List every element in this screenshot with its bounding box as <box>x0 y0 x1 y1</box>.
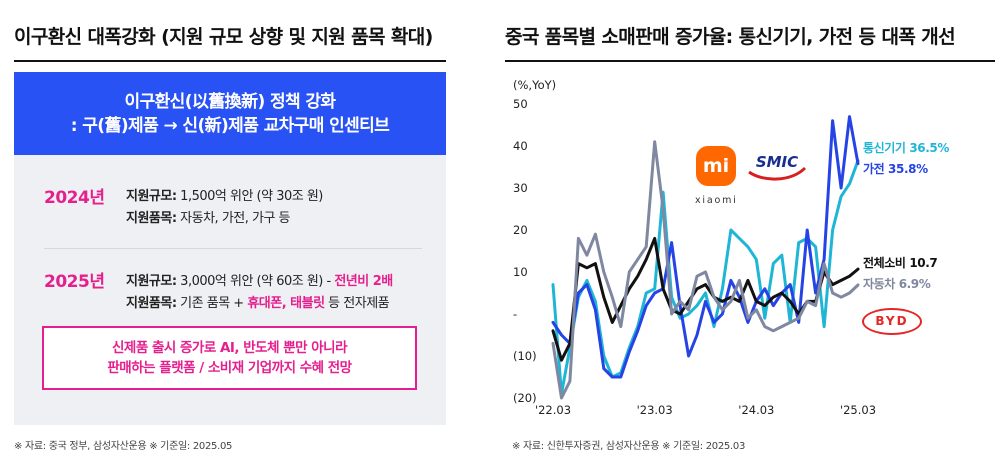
y-tick-label: 20 <box>513 223 528 237</box>
y-tick-label: 50 <box>513 97 528 111</box>
xiaomi-logo: mi <box>696 146 736 186</box>
left-panel-title: 이구환신 대폭강화 (지원 규모 상향 및 지원 품목 확대) <box>14 26 433 48</box>
series-end-label: 가전 35.8% <box>863 161 928 176</box>
2024-support-items: 지원품목: 자동차, 가전, 가구 등 <box>126 207 291 226</box>
series-line-가전 <box>551 115 860 379</box>
series-end-label: 자동차 6.9% <box>863 276 931 291</box>
support-items-value-2: 등 전자제품 <box>324 296 390 311</box>
2025-support-items: 지원품목: 기존 품목 + 휴대폰, 태블릿 등 전자제품 <box>126 292 390 311</box>
support-scale-value: 3,000억 위안 (약 60조 원) - <box>176 274 335 289</box>
y-tick-label: 10 <box>513 265 528 279</box>
x-tick-label: '22.03 <box>535 403 571 417</box>
y-tick-label: 30 <box>513 181 528 195</box>
banner-line-2: : 구(舊)제품 → 신(新)제품 교차구매 인센티브 <box>70 116 390 136</box>
y-axis-unit-label: (%,YoY) <box>513 78 556 92</box>
y-tick-label: (20) <box>513 391 537 405</box>
y-tick-label: (10) <box>513 349 537 363</box>
retail-sales-line-chart: (%,YoY) (20) (10) - 10 20 30 40 50 '22.03 '23.03 '2… <box>513 78 950 417</box>
support-scale-label: 지원규모: <box>126 189 177 204</box>
policy-info-box: 2024년 지원규모: 1,500억 위안 (약 30조 원) 지원품목: 자동… <box>14 155 446 425</box>
yoy-double-highlight: 전년비 2배 <box>334 274 393 289</box>
x-tick-label: '23.03 <box>637 403 673 417</box>
x-tick-label: '24.03 <box>738 403 774 417</box>
callout-line-2: 판매하는 플랫폼 / 소비재 기업까지 수혜 전망 <box>107 360 352 376</box>
support-items-label: 지원품목: <box>126 211 177 226</box>
phone-tablet-highlight: 휴대폰, 태블릿 <box>247 296 325 311</box>
year-2025-label: 2025년 <box>44 272 105 292</box>
support-items-value: 자동차, 가전, 가구 등 <box>176 211 291 226</box>
right-panel-title: 중국 품목별 소매판매 증가율: 통신기기, 가전 등 대폭 개선 <box>505 26 956 48</box>
left-title-rule <box>14 60 446 62</box>
byd-logo: BYD <box>862 308 922 335</box>
x-tick-label: '25.03 <box>840 403 876 417</box>
series-line-자동차 <box>551 140 860 400</box>
left-source-note: ※ 자료: 중국 정부, 삼성자산운용 ※ 기준일: 2025.05 <box>14 441 233 452</box>
smic-text: SMIC <box>756 153 798 171</box>
support-scale-label: 지원규모: <box>126 274 177 289</box>
support-scale-value: 1,500억 위안 (약 30조 원) <box>176 189 323 204</box>
2024-support-scale: 지원규모: 1,500억 위안 (약 30조 원) <box>126 185 323 204</box>
xiaomi-wordmark: xiaomi <box>695 195 738 206</box>
banner-line-1: 이구환신(以舊換新) 정책 강화 <box>124 92 337 112</box>
support-items-label: 지원품목: <box>126 296 177 311</box>
callout-line-1: 신제품 출시 증가로 AI, 반도체 뿐만 아니라 <box>111 340 348 356</box>
policy-banner: 이구환신(以舊換新) 정책 강화 : 구(舊)제품 → 신(新)제품 교차구매 … <box>14 72 446 155</box>
year-divider <box>44 248 422 249</box>
right-source-note: ※ 자료: 신한투자증권, 삼성자산운용 ※ 기준일: 2025.03 <box>512 441 745 452</box>
right-title-rule <box>505 60 995 62</box>
series-end-label: 전체소비 10.7 <box>863 255 937 270</box>
support-items-value-1: 기존 품목 + <box>176 296 248 311</box>
y-tick-label: 40 <box>513 139 528 153</box>
y-tick-label: - <box>513 307 517 321</box>
2025-support-scale: 지원규모: 3,000억 위안 (약 60조 원) - 전년비 2배 <box>126 270 393 289</box>
year-2024-label: 2024년 <box>44 188 105 208</box>
series-end-label: 통신기기 36.5% <box>863 140 949 155</box>
outlook-callout: 신제품 출시 증가로 AI, 반도체 뿐만 아니라 판매하는 플랫폼 / 소비재… <box>42 326 417 390</box>
smic-logo: SMIC <box>748 153 807 181</box>
